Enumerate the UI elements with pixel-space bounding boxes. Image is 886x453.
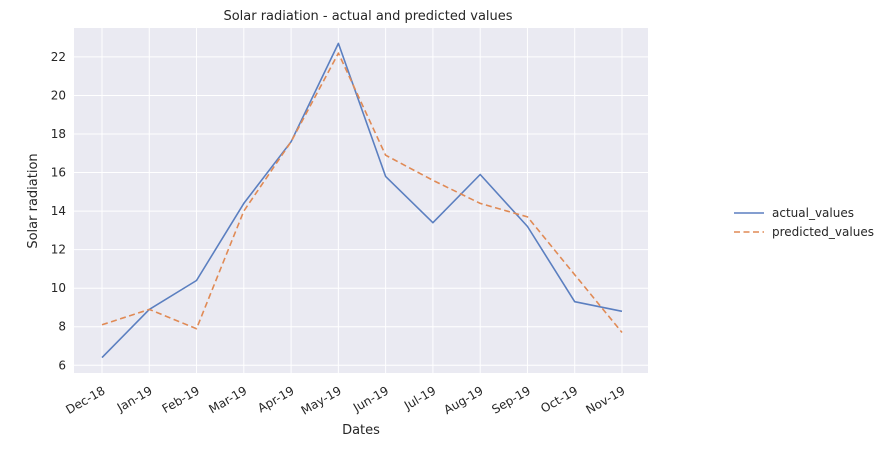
legend-label: predicted_values <box>772 225 874 239</box>
legend-item: actual_values <box>734 206 854 220</box>
x-tick-label: Dec-18 <box>63 383 107 417</box>
y-axis-ticks: 6 8 10 12 14 16 18 20 22 <box>51 50 66 372</box>
legend-item: predicted_values <box>734 225 874 239</box>
series-layer <box>101 42 623 359</box>
series-line-predicted_values <box>101 52 623 334</box>
grid-lines <box>74 28 648 373</box>
x-tick-label: Mar-19 <box>206 383 249 416</box>
legend-label: actual_values <box>772 206 854 220</box>
x-tick-label: Jan-19 <box>114 383 155 415</box>
x-tick-label: Oct-19 <box>538 383 580 415</box>
x-tick-label: Nov-19 <box>584 383 628 416</box>
x-axis-label: Dates <box>342 423 380 438</box>
x-tick-label: Jul-19 <box>401 383 438 413</box>
y-tick-label: 14 <box>51 204 66 218</box>
x-tick-label: May-19 <box>299 383 344 417</box>
x-tick-label: Sep-19 <box>489 383 533 416</box>
y-tick-label: 12 <box>51 243 66 257</box>
x-axis-ticks: Dec-18 Jan-19 Feb-19 Mar-19 Apr-19 May-19 Jun-… <box>63 383 627 417</box>
y-axis-label: Solar radiation <box>26 153 41 248</box>
series-line-actual_values <box>101 42 623 359</box>
series-predicted_values <box>101 52 623 334</box>
chart-title: Solar radiation - actual and predicted v… <box>223 9 512 24</box>
y-tick-label: 18 <box>51 127 66 141</box>
x-tick-label: Apr-19 <box>255 383 296 415</box>
plot-area <box>74 28 648 373</box>
legend: actual_values predicted_values <box>734 206 874 239</box>
y-tick-label: 22 <box>51 50 66 64</box>
y-tick-label: 6 <box>58 358 66 372</box>
x-tick-label: Jun-19 <box>350 383 391 415</box>
y-tick-label: 8 <box>58 320 66 334</box>
x-tick-label: Aug-19 <box>441 383 485 417</box>
y-tick-label: 10 <box>51 281 66 295</box>
y-tick-label: 20 <box>51 88 66 102</box>
x-tick-label: Feb-19 <box>160 383 202 416</box>
y-tick-label: 16 <box>51 166 66 180</box>
